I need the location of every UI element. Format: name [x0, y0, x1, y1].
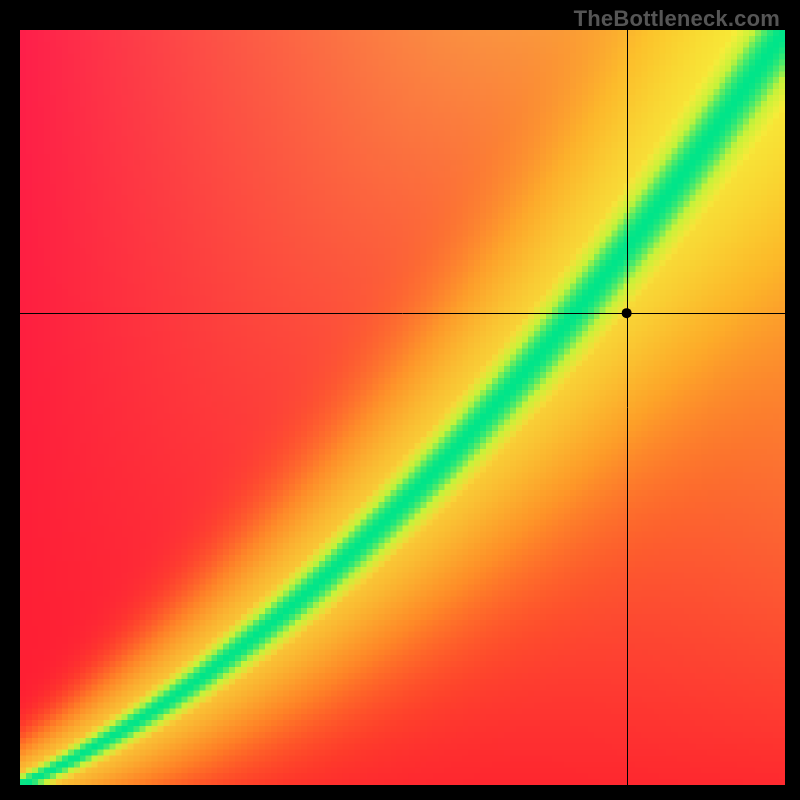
chart-container: { "watermark": { "text": "TheBottleneck.… [0, 0, 800, 800]
watermark-text: TheBottleneck.com [574, 6, 780, 32]
crosshair-overlay [0, 0, 800, 800]
